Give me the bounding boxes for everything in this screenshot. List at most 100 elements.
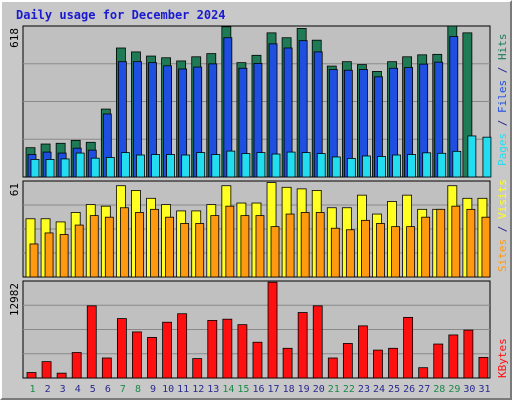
pages-bar-27 [422,152,432,178]
x-tick-label-4: 4 [75,384,81,395]
pages-bar-15 [241,153,251,178]
kbytes-bar-21 [327,357,338,379]
x-tick-label-26: 26 [403,384,415,395]
legend-pages-files-hits-part-1: Pages [496,133,509,166]
kbytes-bar-16 [252,341,263,379]
pages-bar-30 [467,135,477,178]
x-tick-label-5: 5 [90,384,96,395]
kbytes-bar-24 [373,349,383,379]
x-tick-label-12: 12 [192,384,204,395]
pages-bar-17 [271,153,281,178]
kbytes-bar-11 [177,313,188,379]
sites-bar-24 [376,223,385,278]
pages-bar-2 [45,159,55,178]
pages-bar-13 [211,154,221,178]
pages-bar-4 [75,152,85,178]
x-tick-label-15: 15 [237,384,249,395]
sites-bar-13 [210,215,220,278]
legend-pages-files-hits-part-5: Hits [496,34,509,61]
x-tick-label-13: 13 [207,384,219,395]
x-tick-label-3: 3 [60,384,66,395]
sites-bar-20 [315,212,325,278]
kbytes-bar-31 [478,356,489,379]
y-tick-label-2: 61 [8,183,21,196]
kbytes-bar-3 [56,372,67,379]
sites-bar-22 [345,229,355,278]
sites-bar-25 [391,226,400,278]
kbytes-bar-27 [418,367,429,379]
sites-bar-18 [285,213,295,278]
legend-kbytes-part-1: KBytes [496,338,509,378]
kbytes-bar-1 [26,372,37,379]
sites-bar-29 [451,205,461,278]
x-tick-label-6: 6 [105,384,111,395]
x-tick-label-28: 28 [433,384,445,395]
pages-bar-19 [301,152,311,178]
kbytes-bar-30 [463,329,474,379]
x-tick-label-30: 30 [463,384,475,395]
kbytes-bar-2 [41,361,52,379]
pages-bar-25 [392,154,401,178]
x-tick-label-14: 14 [222,384,234,395]
sites-bar-16 [255,215,265,278]
sites-bar-12 [195,223,205,278]
kbytes-bar-13 [207,320,218,379]
x-tick-label-17: 17 [268,384,280,395]
kbytes-bar-5 [86,305,97,379]
sites-bar-14 [225,205,235,278]
sites-bar-3 [59,234,69,278]
legend-sites-visits-part-3: Visits [496,179,509,219]
kbytes-bar-22 [342,343,353,379]
sites-bar-27 [421,216,431,278]
pages-bar-23 [362,155,371,178]
legend-pages-files-hits-part-3: Files [496,80,509,113]
sites-bar-15 [240,215,250,278]
kbytes-bar-15 [237,324,248,379]
kbytes-bar-17 [267,281,278,379]
legend-pages-files-hits-part-4: / [496,60,509,80]
sites-bar-26 [406,226,416,278]
sites-bar-6 [104,216,114,278]
x-tick-label-29: 29 [448,384,460,395]
kbytes-bar-9 [147,336,157,379]
x-tick-label-11: 11 [177,384,189,395]
x-tick-label-8: 8 [135,384,141,395]
sites-bar-8 [135,212,144,278]
legend-pages-files-hits-part-2: / [496,113,509,133]
x-tick-label-22: 22 [343,384,355,395]
x-tick-label-27: 27 [418,384,430,395]
legend-pages-files-hits: Pages / Files / Hits [496,34,509,167]
x-tick-label-19: 19 [298,384,310,395]
pages-bar-7 [120,152,130,178]
chart-title: Daily usage for December 2024 [16,8,226,22]
x-tick-label-18: 18 [283,384,295,395]
x-tick-label-2: 2 [45,384,51,395]
pages-bar-9 [151,154,160,178]
legend-sites-visits: Sites / Visits [496,179,509,272]
sites-bar-9 [150,208,159,278]
sites-bar-2 [44,232,54,278]
kbytes-bar-7 [116,318,127,379]
x-tick-label-7: 7 [120,384,126,395]
sites-bar-17 [270,226,280,278]
sites-bar-21 [330,227,340,278]
kbytes-bar-10 [162,321,172,379]
pages-bar-1 [30,159,40,178]
x-tick-label-24: 24 [373,384,385,395]
pages-bar-28 [437,152,447,178]
kbytes-bar-25 [388,347,398,379]
pages-bar-31 [482,136,492,178]
sites-bar-31 [481,216,491,278]
pages-bar-6 [105,157,115,178]
x-tick-label-23: 23 [358,384,370,395]
pages-bar-16 [256,152,266,178]
legend-sites-visits-part-1: Sites [496,239,509,272]
x-tick-label-31: 31 [478,384,490,395]
pages-bar-12 [196,152,206,178]
sites-bar-7 [119,207,129,278]
sites-bar-19 [300,212,310,278]
x-tick-label-20: 20 [313,384,325,395]
sites-bar-4 [74,224,84,278]
kbytes-bar-29 [448,334,459,379]
x-tick-label-1: 1 [30,384,36,395]
